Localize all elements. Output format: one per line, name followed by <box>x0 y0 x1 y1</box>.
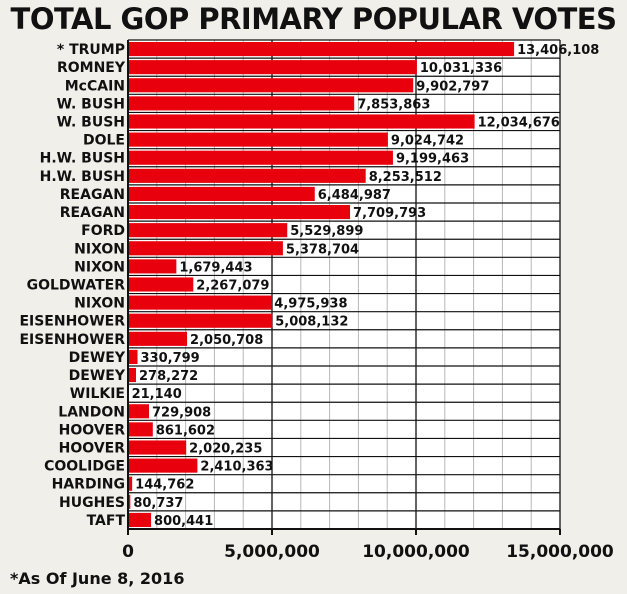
category-label: McCAIN <box>65 78 125 94</box>
bar <box>128 78 414 93</box>
category-label: W. BUSH <box>57 96 125 112</box>
bar <box>128 277 194 292</box>
value-label: 8,253,512 <box>369 170 442 185</box>
value-label: 7,853,863 <box>357 97 430 112</box>
category-label: EISENHOWER <box>19 314 125 330</box>
value-label: 800,441 <box>154 514 213 529</box>
value-label: 144,762 <box>135 478 194 493</box>
category-label: NIXON <box>74 241 125 257</box>
bar <box>128 96 355 111</box>
category-label: NIXON <box>74 296 125 312</box>
category-label: TAFT <box>87 513 126 529</box>
category-label: ROMNEY <box>57 60 126 76</box>
value-label: 729,908 <box>152 405 211 420</box>
category-label: LANDON <box>58 404 125 420</box>
category-label: W. BUSH <box>57 115 125 131</box>
value-label: 2,020,235 <box>189 442 262 457</box>
category-label: GOLDWATER <box>27 278 126 294</box>
bar <box>128 494 131 509</box>
value-label: 2,050,708 <box>190 333 263 348</box>
value-label: 80,737 <box>133 496 183 511</box>
value-label: 10,031,336 <box>420 61 502 76</box>
bar <box>128 42 515 57</box>
x-tick-label: 5,000,000 <box>224 542 320 562</box>
value-label: 4,975,938 <box>274 297 347 312</box>
value-label: 861,602 <box>156 423 215 438</box>
x-tick-label: 0 <box>122 542 134 562</box>
bar <box>128 349 138 364</box>
bar <box>128 223 288 238</box>
category-label: HUGHES <box>59 495 125 511</box>
x-tick-label: 15,000,000 <box>506 542 614 562</box>
bar <box>128 458 198 473</box>
value-label: 9,902,797 <box>416 79 489 94</box>
category-label: COOLIDGE <box>44 459 125 475</box>
bar <box>128 186 315 201</box>
category-label: DEWEY <box>69 350 126 366</box>
value-label: 12,034,676 <box>478 116 560 131</box>
chart-title: TOTAL GOP PRIMARY POPULAR VOTES <box>10 2 617 36</box>
value-label: 2,267,079 <box>196 279 269 294</box>
category-label: DEWEY <box>69 368 126 384</box>
category-label: DOLE <box>83 133 125 149</box>
bar <box>128 259 177 274</box>
value-label: 9,199,463 <box>396 152 469 167</box>
x-tick-label: 10,000,000 <box>362 542 470 562</box>
category-label: NIXON <box>74 259 125 275</box>
value-label: 5,008,132 <box>275 315 348 330</box>
bar <box>128 512 152 527</box>
value-label: 6,484,987 <box>318 188 391 203</box>
value-label: 2,410,363 <box>200 460 273 475</box>
value-label: 5,378,704 <box>286 242 359 257</box>
bar <box>128 476 133 491</box>
bar <box>128 241 283 256</box>
value-label: 7,709,793 <box>353 206 426 221</box>
bar <box>128 150 393 165</box>
bar <box>128 114 475 129</box>
category-label: REAGAN <box>60 187 125 203</box>
category-label: H.W. BUSH <box>40 151 125 167</box>
bar <box>128 331 188 346</box>
value-label: 330,799 <box>141 351 200 366</box>
category-label: FORD <box>81 223 125 239</box>
category-label: HARDING <box>52 477 125 493</box>
bar <box>128 295 272 310</box>
value-label: 21,140 <box>132 387 182 402</box>
bar <box>128 60 417 75</box>
category-label: HOOVER <box>59 422 126 438</box>
bar <box>128 313 273 328</box>
category-label: REAGAN <box>60 205 125 221</box>
category-label: HOOVER <box>59 441 126 457</box>
bar <box>128 132 388 147</box>
footnote: *As Of June 8, 2016 <box>10 569 185 588</box>
bar <box>128 368 137 383</box>
category-label: * TRUMP <box>57 42 125 58</box>
category-label: H.W. BUSH <box>40 169 125 185</box>
value-label: 13,406,108 <box>517 43 599 58</box>
bar <box>128 440 187 455</box>
bar <box>128 168 366 183</box>
bar <box>128 205 351 220</box>
value-label: 5,529,899 <box>290 224 363 239</box>
category-label: EISENHOWER <box>19 332 125 348</box>
category-label: WILKIE <box>70 386 125 402</box>
value-label: 9,024,742 <box>391 134 464 149</box>
bar <box>128 404 150 419</box>
bar <box>128 422 153 437</box>
value-label: 1,679,443 <box>179 260 252 275</box>
value-label: 278,272 <box>139 369 198 384</box>
